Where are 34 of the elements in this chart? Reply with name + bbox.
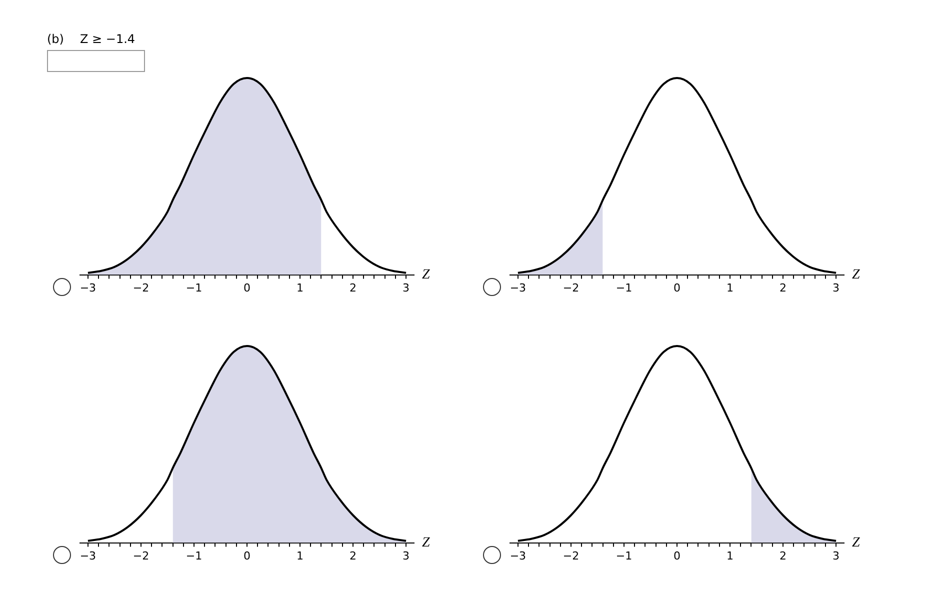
x-tick-label: 0 [244,281,250,294]
x-tick-label: −1 [616,549,632,562]
x-tick-label: 2 [780,281,787,294]
x-tick-label: −2 [562,281,580,294]
x-tick-label: 3 [832,549,840,562]
x-tick-label: 0 [674,549,680,562]
x-tick-label: 2 [780,549,787,562]
x-tick-label: 0 [674,281,680,294]
x-tick-label: −2 [132,549,150,562]
x-axis-title: Z [852,267,860,282]
x-tick-label: −1 [186,549,202,562]
x-tick-label: −3 [80,549,96,562]
chart-subtitle: Z ≥ −1.4 [80,32,136,46]
x-axis-title: Z [422,267,430,282]
x-tick-label: 0 [244,549,250,562]
x-axis-title: Z [852,535,860,550]
chart-title: (b) [47,32,64,46]
x-tick-label: 2 [350,281,357,294]
x-tick-label: −2 [562,549,580,562]
x-tick-label: 3 [402,549,410,562]
x-tick-label: 1 [726,549,734,562]
x-tick-label: 1 [296,549,304,562]
x-tick-label: −3 [510,281,526,294]
x-tick-label: −3 [510,549,526,562]
x-tick-label: 2 [350,549,357,562]
x-tick-label: −2 [132,281,150,294]
x-tick-label: 3 [832,281,840,294]
x-tick-label: −1 [186,281,202,294]
x-tick-label: 1 [726,281,734,294]
x-axis-title: Z [422,535,430,550]
x-tick-label: 1 [296,281,304,294]
x-tick-label: −3 [80,281,96,294]
x-tick-label: −1 [616,281,632,294]
x-tick-label: 3 [402,281,410,294]
